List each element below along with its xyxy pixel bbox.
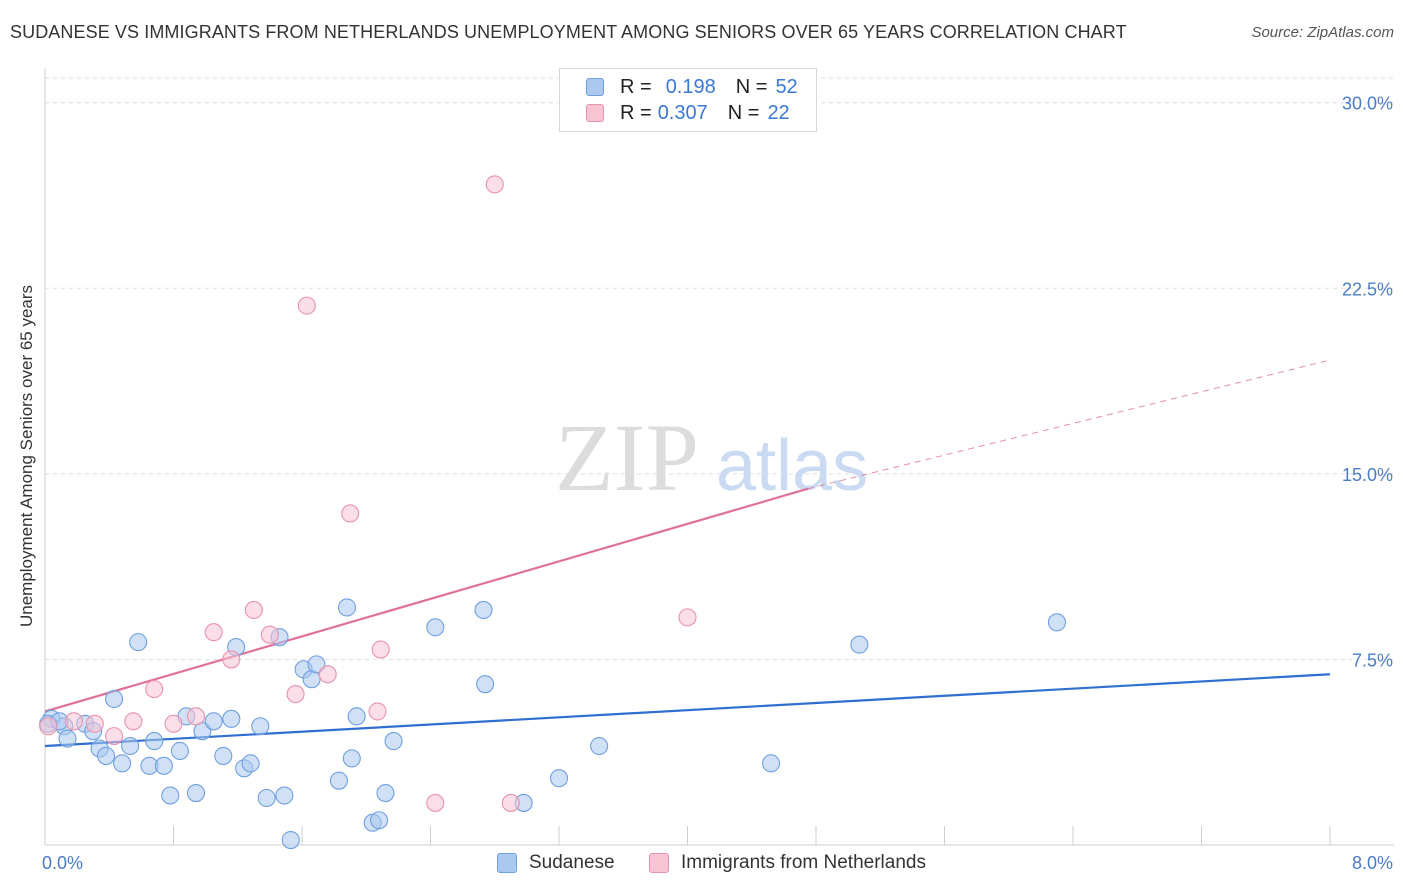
legend-row-netherlands: R = 0.307 N = 22 — [586, 101, 790, 125]
y-tick-label: 30.0% — [1342, 94, 1393, 114]
data-point-netherlands — [39, 717, 58, 736]
legend-r-label: R = — [620, 75, 652, 98]
data-point-netherlands — [186, 707, 206, 726]
data-point-sudanese — [549, 769, 569, 788]
data-point-sudanese — [204, 712, 223, 731]
data-point-sudanese — [170, 741, 189, 761]
tick-labels: 7.5% 15.0% 22.5% 30.0% 0.0% 8.0% — [42, 94, 1393, 873]
legend-r-value: 0.198 — [665, 75, 716, 98]
data-point-netherlands — [501, 793, 520, 812]
legend-row-sudanese: R = 0.198 N = 52 — [586, 75, 798, 99]
data-point-sudanese — [275, 786, 294, 805]
data-point-netherlands — [85, 714, 104, 733]
data-point-sudanese — [105, 689, 124, 709]
legend-n-label: N = — [735, 75, 768, 98]
data-point-netherlands — [371, 640, 390, 659]
legend-r-label: R = — [620, 101, 652, 124]
data-point-netherlands — [222, 650, 241, 669]
data-point-sudanese — [214, 746, 233, 765]
data-point-sudanese — [474, 600, 493, 620]
data-point-sudanese — [129, 633, 148, 652]
watermark: ZIP atlas — [555, 404, 868, 511]
data-point-sudanese — [257, 788, 276, 808]
data-point-netherlands — [164, 714, 183, 733]
data-point-sudanese — [222, 709, 241, 728]
data-point-netherlands — [124, 712, 143, 731]
data-point-sudanese — [384, 732, 403, 751]
legend-n-value: 22 — [767, 101, 790, 124]
data-point-sudanese — [761, 754, 781, 773]
y-tick-label: 7.5% — [1352, 650, 1393, 670]
correlation-legend: R = 0.198 N = 52 R = 0.307 N = 22 — [559, 68, 817, 132]
data-point-netherlands — [105, 727, 124, 746]
legend-item-sudanese[interactable]: Sudanese — [497, 852, 615, 874]
data-point-sudanese — [241, 754, 260, 773]
data-point-sudanese — [58, 729, 77, 748]
data-point-netherlands — [145, 680, 164, 699]
watermark-zip: ZIP — [555, 404, 699, 511]
legend-label-sudanese: Sudanese — [529, 852, 615, 873]
grid-lines — [45, 77, 1394, 660]
data-point-netherlands — [204, 623, 223, 642]
chart-title: SUDANESE VS IMMIGRANTS FROM NETHERLANDS … — [10, 22, 1127, 42]
data-point-sudanese — [370, 811, 389, 830]
data-point-sudanese — [121, 736, 140, 756]
legend-swatch-netherlands — [649, 853, 669, 873]
legend-label-netherlands: Immigrants from Netherlands — [681, 852, 926, 873]
data-point-netherlands — [260, 625, 279, 644]
source-label: Source: ZipAtlas.com — [1251, 24, 1394, 41]
data-point-netherlands — [368, 702, 387, 721]
data-point-netherlands — [426, 793, 445, 812]
data-point-netherlands — [286, 685, 305, 704]
data-point-sudanese — [145, 732, 164, 751]
data-point-sudanese — [186, 783, 206, 803]
data-points — [39, 175, 1066, 850]
legend-r-value: 0.307 — [657, 101, 708, 124]
legend-item-netherlands[interactable]: Immigrants from Netherlands — [649, 852, 926, 874]
legend-n-value: 52 — [775, 75, 798, 98]
data-point-netherlands — [485, 175, 504, 194]
trend-line-dashed-1 — [807, 359, 1331, 490]
data-point-netherlands — [64, 712, 83, 731]
legend-swatch-sudanese — [586, 78, 604, 96]
data-point-netherlands — [678, 608, 697, 627]
data-point-sudanese — [161, 786, 180, 805]
data-point-netherlands — [318, 665, 337, 684]
data-point-netherlands — [341, 504, 360, 523]
legend-swatch-sudanese — [497, 853, 517, 873]
data-point-sudanese — [590, 736, 609, 756]
data-point-sudanese — [154, 756, 173, 775]
data-point-sudanese — [347, 707, 366, 726]
data-point-sudanese — [113, 754, 132, 773]
data-point-sudanese — [342, 749, 361, 768]
data-point-sudanese — [476, 675, 495, 694]
series-legend: Sudanese Immigrants from Netherlands — [0, 852, 1406, 878]
y-tick-label: 15.0% — [1342, 465, 1393, 485]
data-point-netherlands — [297, 296, 316, 315]
data-point-sudanese — [1047, 613, 1066, 632]
x-tick-label: 8.0% — [1352, 853, 1393, 873]
trend-line-0 — [44, 673, 1331, 748]
data-point-sudanese — [96, 746, 116, 765]
data-point-sudanese — [281, 831, 300, 850]
legend-n-label: N = — [727, 101, 760, 124]
data-point-netherlands — [244, 600, 263, 620]
data-point-sudanese — [376, 783, 395, 803]
x-tick-label: 0.0% — [42, 853, 83, 873]
trend-line-1 — [44, 487, 809, 713]
data-point-sudanese — [337, 598, 357, 617]
legend-swatch-netherlands — [586, 104, 604, 122]
data-point-sudanese — [329, 771, 348, 790]
data-point-sudanese — [251, 717, 270, 736]
data-point-sudanese — [426, 618, 445, 637]
data-point-sudanese — [850, 635, 869, 654]
y-tick-label: 22.5% — [1342, 279, 1393, 299]
